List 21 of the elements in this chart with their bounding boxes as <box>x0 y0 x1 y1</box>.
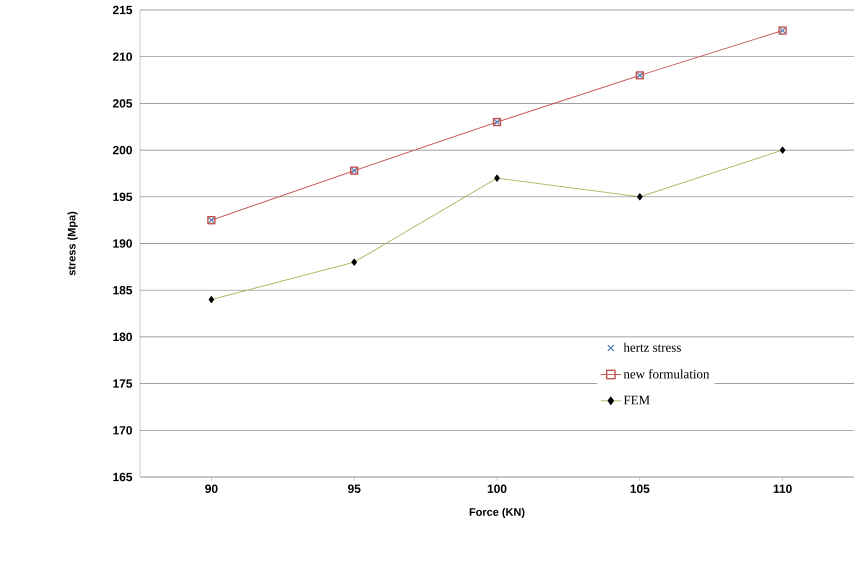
y-tick-label: 210 <box>112 52 132 61</box>
x-tick-label: 90 <box>205 484 218 493</box>
x-tick-label: 110 <box>774 484 792 493</box>
y-tick-label: 205 <box>112 99 132 108</box>
legend-label: new formulation <box>624 369 710 378</box>
y-tick-label: 180 <box>113 332 132 342</box>
y-tick-label: 195 <box>113 192 132 202</box>
x-tick-label: 100 <box>488 484 506 493</box>
y-tick-label: 200 <box>112 146 132 154</box>
legend-label: hertz stress <box>624 342 681 352</box>
x-tick-label: 95 <box>348 484 361 493</box>
y-tick-label: 170 <box>113 426 132 435</box>
x-axis-title: Force (KN) <box>470 508 524 518</box>
y-tick-label: 185 <box>113 286 132 294</box>
y-tick-label: 215 <box>112 6 132 14</box>
legend-label: FEM <box>624 396 650 404</box>
y-tick-label: 190 <box>113 239 132 248</box>
y-axis-title: stress (Mpa) <box>67 212 78 276</box>
y-tick-label: 175 <box>113 379 132 388</box>
y-tick-label: 165 <box>113 472 132 482</box>
x-tick-label: 105 <box>630 484 650 493</box>
